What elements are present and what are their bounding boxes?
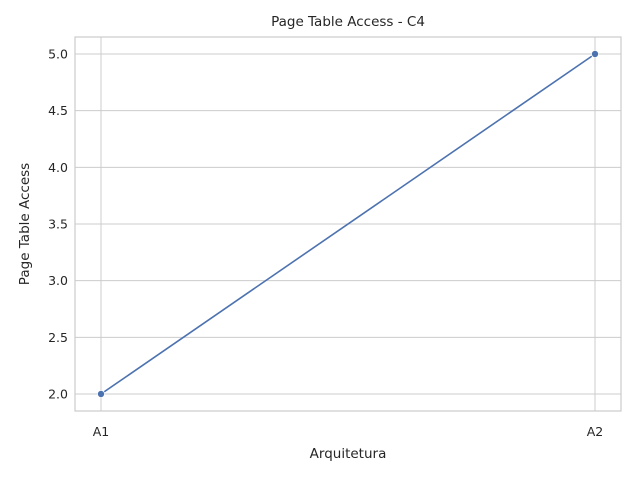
y-tick-label: 2.0 (48, 387, 68, 402)
y-tick-label: 4.0 (48, 160, 68, 175)
chart-title: Page Table Access - C4 (271, 14, 425, 30)
y-axis-label: Page Table Access (17, 163, 33, 285)
grid-lines (75, 37, 621, 411)
y-tick-label: 4.5 (48, 103, 68, 118)
plot-area-frame (74, 36, 622, 412)
y-tick-label: 3.5 (48, 217, 68, 232)
data-point (97, 389, 106, 398)
y-tick-label: 2.5 (48, 330, 68, 345)
y-tick-label: 5.0 (48, 47, 68, 62)
data-point (591, 50, 600, 59)
x-axis-ticks: A1 A2 (93, 424, 604, 439)
y-tick-label: 3.0 (48, 273, 68, 288)
y-axis-ticks: 2.0 2.5 3.0 3.5 4.0 4.5 5.0 (48, 47, 68, 402)
x-tick-label: A1 (93, 424, 110, 439)
x-tick-label: A2 (587, 424, 604, 439)
series-layer (97, 50, 600, 398)
x-axis-label: Arquitetura (310, 446, 387, 462)
series-line (100, 53, 596, 395)
